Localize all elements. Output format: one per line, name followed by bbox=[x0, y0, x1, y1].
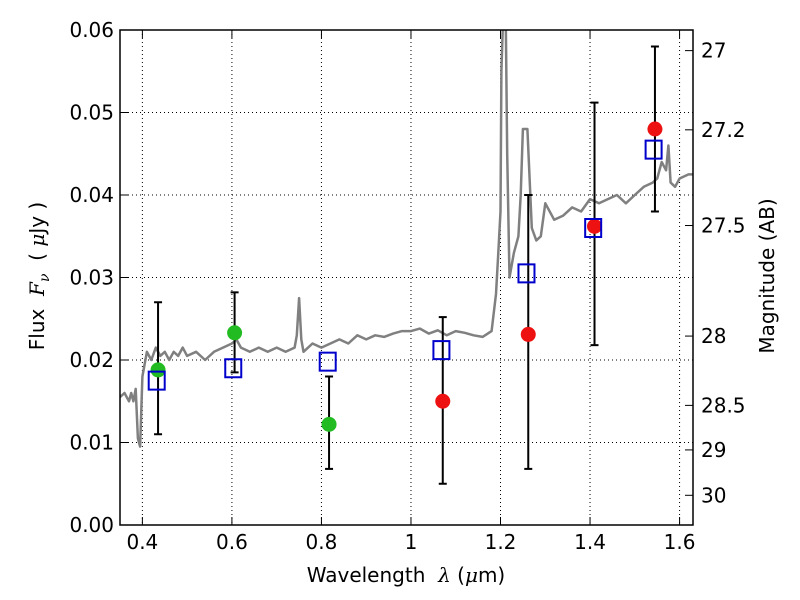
x-tick-label: 1.6 bbox=[664, 530, 696, 554]
y-tick-label: 0.05 bbox=[69, 101, 114, 125]
model-photometry-square bbox=[318, 351, 337, 372]
model-photometry-square bbox=[224, 358, 243, 379]
magnitude-tick-label: 27.2 bbox=[701, 118, 746, 142]
x-tick-label: 0.8 bbox=[306, 530, 338, 554]
observed-point-red bbox=[587, 218, 603, 234]
y-tick-label: 0.02 bbox=[69, 348, 114, 372]
observed-point-red bbox=[435, 393, 451, 409]
observed-point-green bbox=[321, 416, 337, 432]
observed-point-red bbox=[520, 326, 536, 342]
x-tick-label: 0.4 bbox=[126, 530, 158, 554]
y2-axis-title: Magnitude (AB) bbox=[755, 198, 779, 353]
model-photometry-square bbox=[584, 218, 603, 238]
magnitude-tick-label: 28.5 bbox=[701, 393, 746, 417]
y-tick-label: 0.06 bbox=[69, 18, 114, 42]
observed-point-green bbox=[227, 325, 243, 341]
x-axis-title: Wavelength λ (μm) bbox=[307, 563, 506, 587]
y-tick-label: 0.01 bbox=[69, 431, 114, 455]
model-photometry-square bbox=[517, 263, 536, 284]
model-photometry-points bbox=[147, 139, 663, 391]
model-photometry-square bbox=[147, 370, 166, 391]
x-tick-label: 0.6 bbox=[216, 530, 248, 554]
gridlines bbox=[120, 29, 693, 526]
magnitude-tick-label: 30 bbox=[701, 483, 726, 507]
model-photometry-square bbox=[432, 340, 451, 361]
x-tick-label: 1.2 bbox=[485, 530, 517, 554]
y-tick-label: 0.00 bbox=[69, 513, 114, 537]
model-photometry-square bbox=[644, 139, 663, 160]
y-axis-title: Flux Fν ( μJy ) bbox=[25, 202, 53, 350]
observed-point-red bbox=[647, 121, 663, 137]
model-spectrum-line bbox=[120, 30, 693, 448]
x-tick-labels: 0.4 0.6 0.8 1 1.2 1.4 1.6 bbox=[126, 530, 695, 554]
x-tick-label: 1.4 bbox=[574, 530, 606, 554]
plot-background bbox=[120, 30, 693, 525]
magnitude-tick-label: 29 bbox=[701, 438, 726, 462]
y-tick-label: 0.04 bbox=[69, 183, 114, 207]
axis-ticks bbox=[120, 29, 693, 526]
magnitude-tick-label: 27 bbox=[701, 39, 726, 63]
x-tick-label: 1 bbox=[405, 530, 418, 554]
observed-point-green bbox=[150, 362, 166, 378]
y-tick-label: 0.03 bbox=[69, 266, 114, 290]
magnitude-tick-label: 27.5 bbox=[701, 214, 746, 238]
magnitude-tick-label: 28 bbox=[701, 324, 726, 348]
magnitude-tick-labels: 27 27.2 27.5 28 28.5 29 30 bbox=[701, 39, 746, 508]
observed-points bbox=[150, 121, 663, 432]
y-tick-labels: 0.00 0.01 0.02 0.03 0.04 0.05 0.06 bbox=[69, 18, 114, 537]
